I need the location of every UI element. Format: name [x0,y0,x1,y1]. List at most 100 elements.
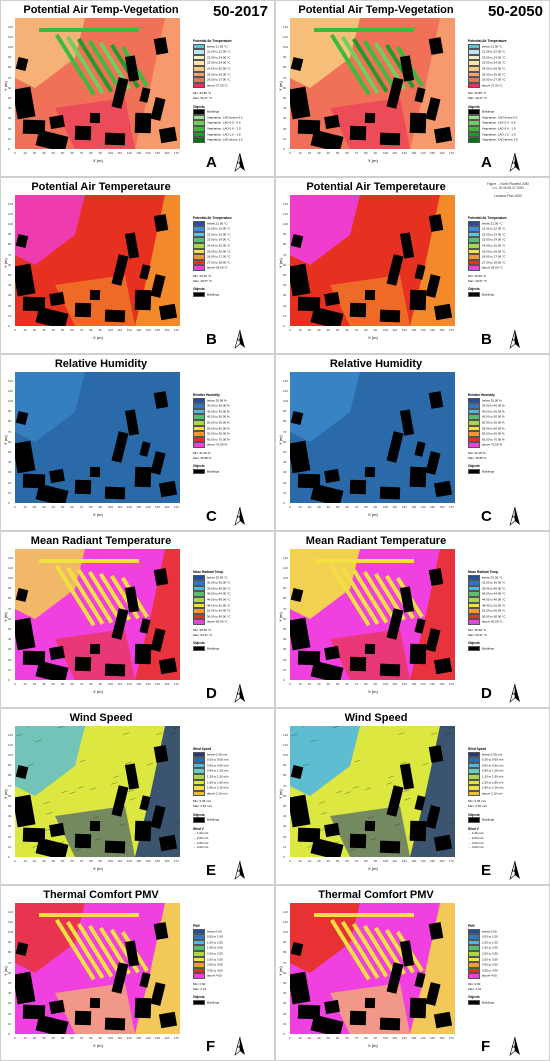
north-label: N [237,337,240,342]
panel-c-50-2050: Relative Humidity 0 10 20 30 40 50 60 70 80 90 100 1… [275,354,550,531]
x-tick-label: 100 [383,328,389,332]
building [409,289,427,311]
x-tick-label: 160 [164,1036,170,1040]
x-tick-label: 10 [298,859,302,863]
map-canvas [15,372,180,503]
x-tick-label: 120 [126,328,132,332]
wind-vector [116,851,123,854]
legend-item: 2.50 to 3.00 [193,956,273,963]
building [310,306,344,326]
legend-swatch [193,220,205,227]
y-tick-label: 90 [283,586,287,591]
legend-swatch [193,77,205,83]
x-tick-label: 110 [392,859,398,863]
map-canvas [15,195,180,326]
object-item: Buildings [468,109,548,115]
legend-item: 40.00 to 45.00 % [468,408,548,415]
x-tick-label: 30 [317,505,321,509]
y-tick-label: 80 [283,596,287,601]
legend-swatch [193,226,205,232]
x-tick-label: 170 [448,505,454,509]
y-tick-label: 100 [8,45,14,49]
north-label: N [512,514,515,519]
north-arrow-left [234,860,241,880]
x-tick-label: 160 [164,151,170,155]
vegetation-strip [39,559,139,563]
legend-item: 56.00 to 60.00 °C [468,613,548,620]
y-tick-label: 70 [283,75,287,80]
vegetation-strip [341,920,380,979]
x-tick-label: 80 [364,328,368,332]
object-label: Buildings [207,1000,220,1005]
simulation-map [290,372,455,503]
building [433,303,453,321]
legend-label: 1.00 to 1.50 [207,940,223,945]
legend: Wind Speed below 0.30 m/s 0.30 to 0.60 m/s… [193,747,273,850]
y-tick-label: 110 [8,211,13,216]
vegetation-strip [352,568,389,624]
vector-label: 2.00 m/s [471,835,484,840]
legend-item: 23.00 to 24.00 °C [193,237,273,243]
legend-swatch [193,242,205,249]
x-tick-label: 120 [401,151,407,155]
legend-swatch [468,591,480,597]
legend-item: below 0.30 m/s [468,751,548,758]
x-axis-label: X (m) [93,512,103,517]
building [425,628,441,652]
legend-item: 44.00 to 48.00 °C [193,596,273,603]
building [35,306,69,326]
legend-swatch [193,419,205,426]
panel-letter: D [481,685,492,702]
legend-swatch [468,785,480,791]
y-tick-label: 20 [283,834,287,839]
legend-item: 21.00 to 22.00 °C [193,49,273,55]
building [349,656,367,672]
x-tick-label: 20 [32,1036,37,1040]
x-tick-label: 140 [145,151,151,155]
north-label: N [512,337,515,342]
legend-title: Relative Humidity [468,393,495,397]
legend-swatch [468,602,480,609]
legend-title: Mean Radiant Temp. [193,570,224,574]
legend-swatch [468,231,480,238]
legend-minmax: Max: 2.52 m/s [468,803,487,808]
y-tick-label: 120 [8,378,14,383]
x-axis-label: X (m) [368,158,378,163]
y-tick-label: 20 [283,303,287,308]
legend-label: above 4.00 [482,973,497,978]
x-tick-label: 50 [336,682,340,686]
legend-label: 21.00 to 22.00 °C [482,49,506,54]
y-tick-label: 0 [8,1032,10,1036]
x-tick-label: 120 [126,859,132,863]
object-item: Vegetation: LAD 0.3 - 0.6 [193,120,273,126]
legend-label: 1.20 to 1.50 m/s [207,774,229,779]
north-arrow-left [234,506,241,526]
building [349,302,367,318]
x-axis-label: X (m) [368,866,378,871]
legend-swatch [193,54,205,61]
legend-swatch [193,265,205,271]
x-tick-label: 130 [136,682,142,686]
object-label: Vegetation: LAD 0.6 - 1.0 [482,126,516,131]
panel-d-50-2050: Mean Radiant Temperature 0 10 20 30 40 50 60 70 8… [275,531,550,708]
x-tick-label: 140 [145,682,151,686]
building [158,1011,178,1029]
object-label: Buildings [207,109,220,114]
vegetation-strip [99,572,132,621]
x-tick-label: 100 [383,682,389,686]
north-label: N [512,1044,515,1049]
x-tick-label: 90 [98,682,102,686]
north-arrow-graphic [234,152,245,172]
building [379,1017,401,1031]
building [15,587,29,603]
building [124,586,140,613]
building [153,922,169,940]
wind-vector [370,837,377,841]
vector-label: 4.00 m/s [471,845,484,850]
wind-vector [408,834,415,837]
legend-label: below 21.00 °C [207,44,228,49]
legend: PMV below 0.50 0.50 to 1.00 1.00 to 1.50 1.5… [193,924,273,1006]
legend-swatch [468,757,480,763]
legend-label: 55.00 to 60.00 % [207,426,230,431]
objects-title: Objects [468,464,480,469]
